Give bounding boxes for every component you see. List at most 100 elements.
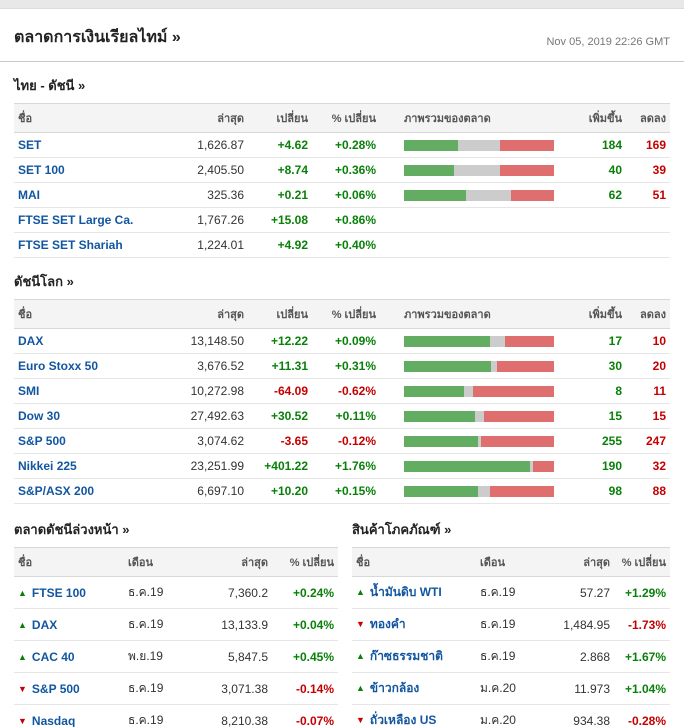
trend-arrow-icon: ▼ xyxy=(356,715,365,725)
last-value: 8,210.38 xyxy=(186,704,272,727)
market-overview-bar xyxy=(404,385,554,397)
advancers-count: 17 xyxy=(566,328,626,354)
pct-change-value: +0.36% xyxy=(312,157,380,183)
index-link[interactable]: Nikkei 225 xyxy=(18,459,77,473)
table-row: SET 1,626.87 +4.62 +0.28% 184 169 xyxy=(14,132,670,158)
table-row: ▼ S&P 500 ธ.ค.19 3,071.38 -0.14% xyxy=(14,672,338,705)
table-row: ▲ FTSE 100 ธ.ค.19 7,360.2 +0.24% xyxy=(14,576,338,609)
table-row: ▲ CAC 40 พ.ย.19 5,847.5 +0.45% xyxy=(14,640,338,673)
market-overview-bar xyxy=(404,139,554,151)
section-title-world-indices[interactable]: ดัชนีโลก » xyxy=(14,274,74,289)
col-header-name: ชื่อ xyxy=(14,299,178,329)
index-link[interactable]: S&P 500 xyxy=(18,434,66,448)
last-value: 57.27 xyxy=(534,576,614,609)
col-header-name: ชื่อ xyxy=(352,547,476,577)
index-link[interactable]: DAX xyxy=(18,334,44,348)
contract-month: ธ.ค.19 xyxy=(124,704,186,727)
index-link[interactable]: Euro Stoxx 50 xyxy=(18,359,99,373)
instrument-link[interactable]: ข้าวกล้อง xyxy=(369,681,420,695)
decliners-bar-segment xyxy=(497,360,554,372)
table-row: SET 100 2,405.50 +8.74 +0.36% 40 39 xyxy=(14,157,670,183)
index-link[interactable]: S&P/ASX 200 xyxy=(18,484,95,498)
unchanged-bar-segment xyxy=(465,189,511,201)
pct-change-value: -0.62% xyxy=(312,378,380,404)
table-row: ▲ น้ำมันดิบ WTI ธ.ค.19 57.27 +1.29% xyxy=(352,576,670,609)
col-header-month: เดือน xyxy=(124,547,186,577)
index-link[interactable]: SET xyxy=(18,138,42,152)
table-row: Dow 30 27,492.63 +30.52 +0.11% 15 15 xyxy=(14,403,670,429)
col-header-change: เปลี่ยน xyxy=(248,103,312,133)
instrument-link[interactable]: น้ำมันดิบ WTI xyxy=(369,585,442,599)
index-link[interactable]: Dow 30 xyxy=(18,409,61,423)
last-value: 1,224.01 xyxy=(178,232,248,258)
page-title[interactable]: ตลาดการเงินเรียลไทม์ » xyxy=(14,29,181,46)
unchanged-bar-segment xyxy=(464,385,473,397)
instrument-link[interactable]: ถั่วเหลือง US xyxy=(369,713,437,727)
unchanged-bar-segment xyxy=(530,460,533,472)
index-link[interactable]: FTSE SET Large Ca. xyxy=(18,213,134,227)
last-value: 10,272.98 xyxy=(178,378,248,404)
contract-month: ธ.ค.19 xyxy=(124,576,186,609)
table-row: DAX 13,148.50 +12.22 +0.09% 17 10 xyxy=(14,328,670,354)
index-link[interactable]: SET 100 xyxy=(18,163,65,177)
pct-change-value: +0.28% xyxy=(312,132,380,158)
pct-change-value: +0.11% xyxy=(312,403,380,429)
advancers-bar-segment xyxy=(404,164,454,176)
table-header: ชื่อ ล่าสุด เปลี่ยน % เปลี่ยน ภาพรวมของต… xyxy=(14,103,670,133)
decliners-bar-segment xyxy=(510,189,554,201)
advancers-bar-segment xyxy=(404,189,466,201)
last-value: 5,847.5 xyxy=(186,640,272,673)
instrument-link[interactable]: Nasdaq xyxy=(31,713,76,727)
decliners-bar-segment xyxy=(504,335,554,347)
instrument-link[interactable]: ก๊าซธรรมชาติ xyxy=(369,649,443,663)
decliners-count: 15 xyxy=(626,403,670,429)
decliners-bar-segment xyxy=(489,485,554,497)
decliners-bar-segment xyxy=(473,385,554,397)
decliners-count: 20 xyxy=(626,353,670,379)
trend-arrow-icon: ▼ xyxy=(18,683,27,694)
decliners-count: 39 xyxy=(626,157,670,183)
last-value: 325.36 xyxy=(178,182,248,208)
instrument-link[interactable]: ทองคำ xyxy=(369,617,406,631)
instrument-link[interactable]: S&P 500 xyxy=(31,681,80,696)
change-value: +12.22 xyxy=(248,328,312,354)
pct-change-value: +0.40% xyxy=(312,232,380,258)
table-row: Nikkei 225 23,251.99 +401.22 +1.76% 190 … xyxy=(14,453,670,479)
col-header-pct-change: % เปลี่ยน xyxy=(312,299,380,329)
table-row: FTSE SET Large Ca. 1,767.26 +15.08 +0.86… xyxy=(14,207,670,233)
advancers-count: 184 xyxy=(566,132,626,158)
advancers-bar-segment xyxy=(404,139,458,151)
col-header-pct-change: % เปลี่ยน xyxy=(312,103,380,133)
unchanged-bar-segment xyxy=(477,435,481,447)
pct-change-value: +1.29% xyxy=(614,576,670,609)
advancers-bar-segment xyxy=(404,360,491,372)
last-value: 3,074.62 xyxy=(178,428,248,454)
trend-arrow-icon: ▲ xyxy=(356,683,365,693)
index-link[interactable]: SMI xyxy=(18,384,40,398)
instrument-link[interactable]: CAC 40 xyxy=(31,649,75,664)
contract-month: พ.ย.19 xyxy=(124,640,186,673)
decliners-count: 10 xyxy=(626,328,670,354)
index-link[interactable]: FTSE SET Shariah xyxy=(18,238,123,252)
table-row: S&P/ASX 200 6,697.10 +10.20 +0.15% 98 88 xyxy=(14,478,670,504)
pct-change-value: +0.06% xyxy=(312,182,380,208)
contract-month: ม.ค.20 xyxy=(476,704,534,727)
section-title-thai-indices[interactable]: ไทย - ดัชนี » xyxy=(14,78,86,93)
index-link[interactable]: MAI xyxy=(18,188,40,202)
decliners-count: 32 xyxy=(626,453,670,479)
trend-arrow-icon: ▲ xyxy=(356,651,365,661)
instrument-link[interactable]: DAX xyxy=(31,617,58,632)
advancers-bar-segment xyxy=(404,485,478,497)
section-title-index-futures[interactable]: ตลาดดัชนีล่วงหน้า » xyxy=(14,522,130,537)
contract-month: ม.ค.20 xyxy=(476,672,534,705)
table-row: ▼ ถั่วเหลือง US ม.ค.20 934.38 -0.28% xyxy=(352,704,670,727)
pct-change-value: +0.15% xyxy=(312,478,380,504)
advancers-count: 98 xyxy=(566,478,626,504)
advancers-count: 30 xyxy=(566,353,626,379)
trend-arrow-icon: ▲ xyxy=(18,619,27,630)
market-overview-bar xyxy=(404,485,554,497)
instrument-link[interactable]: FTSE 100 xyxy=(31,585,86,600)
section-title-commodities[interactable]: สินค้าโภคภัณฑ์ » xyxy=(352,522,452,537)
advancers-bar-segment xyxy=(404,435,478,447)
